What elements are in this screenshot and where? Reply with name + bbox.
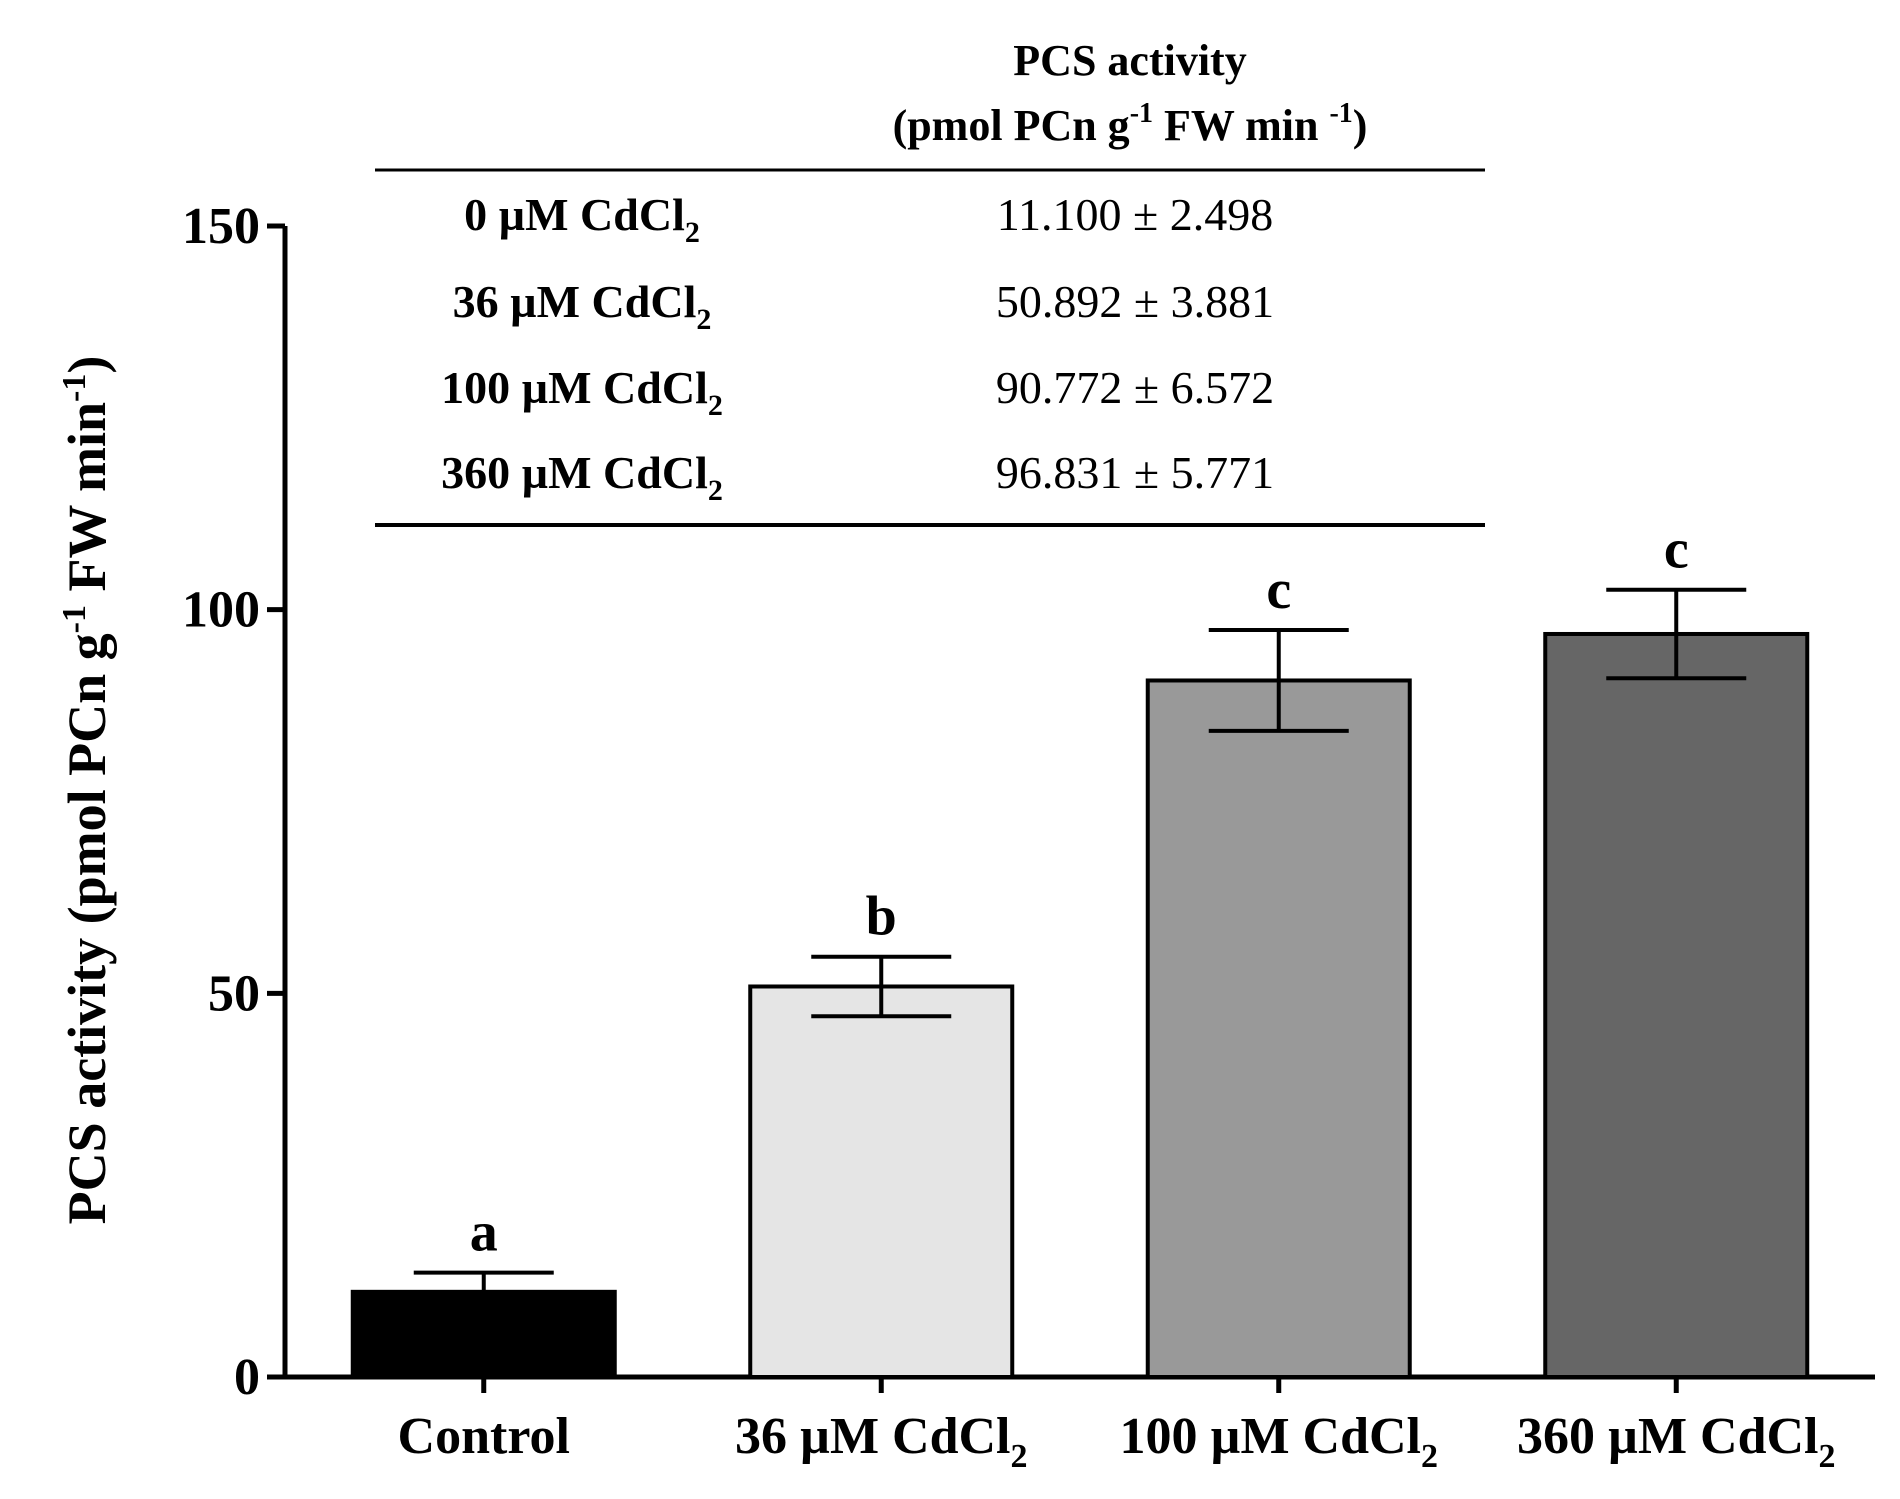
y-tick-labels: 0 50 100 150 bbox=[182, 198, 260, 1406]
x-tick-label: Control bbox=[398, 1408, 570, 1465]
significance-letter: a bbox=[470, 1202, 498, 1264]
error-bar bbox=[811, 954, 952, 1019]
x-tick-label: 36 µM CdCl2 bbox=[735, 1408, 1028, 1475]
y-tick-label: 0 bbox=[234, 1349, 260, 1406]
inset-table: PCS activity (pmol PCn g-1 FW min -1) 0 … bbox=[375, 36, 1485, 527]
significance-letter: c bbox=[1664, 519, 1689, 581]
bar bbox=[1145, 678, 1412, 1379]
y-tick-label: 150 bbox=[182, 198, 260, 255]
table-rows: 0 µM CdCl2 11.100 ± 2.498 36 µM CdCl2 50.89… bbox=[441, 189, 1274, 507]
bar bbox=[1543, 631, 1810, 1379]
significance-letters: a b c c bbox=[470, 519, 1689, 1264]
significance-letter: c bbox=[1266, 559, 1291, 621]
error-bars bbox=[413, 587, 1747, 1313]
table-row-label: 36 µM CdCl2 bbox=[453, 276, 712, 336]
table-row-value: 96.831 ± 5.771 bbox=[996, 447, 1274, 498]
y-tick-label: 100 bbox=[182, 582, 260, 639]
table-header-line1: PCS activity bbox=[1013, 36, 1246, 85]
table-row-label: 0 µM CdCl2 bbox=[464, 189, 700, 249]
table-row-label: 360 µM CdCl2 bbox=[441, 447, 723, 507]
x-tick-label: 360 µM CdCl2 bbox=[1517, 1408, 1836, 1475]
x-tick-label: 100 µM CdCl2 bbox=[1119, 1408, 1438, 1475]
significance-letter: b bbox=[866, 886, 897, 948]
table-row-value: 90.772 ± 6.572 bbox=[996, 362, 1274, 413]
y-axis-label: PCS activity (pmol PCn g-1 FW min-1) bbox=[56, 356, 117, 1225]
error-bar bbox=[1606, 587, 1747, 681]
bar bbox=[748, 984, 1015, 1379]
x-tick-labels: Control 36 µM CdCl2 100 µM CdCl2 360 µM CdC… bbox=[398, 1408, 1836, 1475]
error-bar bbox=[1208, 628, 1349, 733]
table-header-line2: (pmol PCn g-1 FW min -1) bbox=[893, 98, 1368, 150]
error-bar bbox=[413, 1270, 554, 1313]
table-row-value: 50.892 ± 3.881 bbox=[996, 276, 1274, 327]
table-row-label: 100 µM CdCl2 bbox=[441, 362, 723, 422]
y-tick-label: 50 bbox=[208, 965, 260, 1022]
bars bbox=[350, 631, 1810, 1380]
table-row-value: 11.100 ± 2.498 bbox=[997, 189, 1274, 240]
